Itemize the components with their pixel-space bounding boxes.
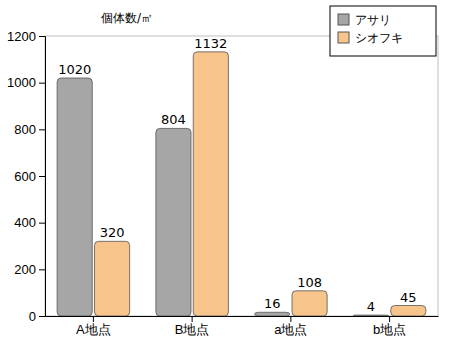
y-tick-mark	[39, 223, 45, 224]
y-tick-mark	[39, 269, 45, 270]
y-tick: 400	[14, 215, 45, 230]
data-label: 4	[367, 299, 375, 314]
bar	[156, 128, 191, 316]
data-label: 1132	[194, 36, 227, 51]
y-tick: 800	[14, 122, 45, 137]
y-tick-label: 800	[14, 122, 36, 137]
bar	[391, 306, 426, 317]
x-tick-label: b地点	[373, 322, 406, 337]
data-label: 320	[100, 225, 125, 240]
bar	[255, 312, 290, 316]
y-tick-label: 1200	[7, 29, 36, 44]
plot: 0 200 400 600 800 1000 1200 A地点 B地点 a地点 b地点 1020 804…	[7, 11, 438, 337]
bar	[95, 241, 130, 316]
data-label: 45	[400, 290, 417, 305]
x-tick-mark	[93, 316, 94, 322]
chart: 0 200 400 600 800 1000 1200 A地点 B地点 a地点 b地点 1020 804…	[0, 0, 450, 351]
legend-label: アサリ	[355, 13, 391, 27]
y-tick-mark	[39, 129, 45, 130]
x-tick-mark	[389, 316, 390, 322]
y-tick-mark	[39, 83, 45, 84]
x-tick: a地点	[274, 316, 307, 337]
x-tick: A地点	[76, 316, 111, 337]
x-axis: A地点 B地点 a地点 b地点	[46, 316, 439, 337]
legend: アサリシオフキ	[330, 6, 436, 56]
data-label: 804	[161, 112, 186, 127]
y-tick: 1000	[7, 75, 45, 90]
y-tick-label: 200	[14, 262, 36, 277]
x-tick-label: B地点	[175, 322, 210, 337]
x-axis-line	[46, 316, 439, 317]
y-tick-label: 400	[14, 215, 36, 230]
legend-swatch	[338, 32, 349, 43]
y-tick: 600	[14, 169, 45, 184]
x-tick-mark	[192, 316, 193, 322]
y-tick-label: 1000	[7, 75, 36, 90]
legend-label: シオフキ	[355, 31, 403, 45]
x-tick-label: A地点	[76, 322, 111, 337]
y-tick-mark	[39, 176, 45, 177]
y-tick-label: 600	[14, 169, 36, 184]
y-tick: 0	[29, 309, 45, 324]
x-tick: B地点	[175, 316, 210, 337]
data-label: 108	[297, 275, 322, 290]
y-tick-label: 0	[29, 309, 36, 324]
x-tick: b地点	[373, 316, 406, 337]
y-axis: 0 200 400 600 800 1000 1200	[7, 29, 45, 324]
x-tick-mark	[290, 316, 291, 322]
y-tick: 1200	[7, 29, 45, 44]
legend-item: シオフキ	[338, 31, 403, 45]
series	[95, 52, 426, 316]
y-tick-mark	[39, 36, 45, 37]
x-tick-label: a地点	[274, 322, 307, 337]
bar	[353, 315, 388, 316]
y-tick: 200	[14, 262, 45, 277]
y-axis-line	[39, 37, 46, 317]
data-labels: 1020 804 16 4 320 1132 108 45	[58, 36, 416, 314]
bar	[292, 291, 327, 316]
bars	[57, 52, 426, 316]
bar	[57, 78, 92, 316]
data-label: 16	[264, 296, 281, 311]
legend-swatch	[338, 14, 349, 25]
plot-area	[45, 36, 438, 316]
legend-box	[330, 6, 436, 56]
bar	[193, 52, 228, 316]
y-label: 個体数/㎡	[101, 11, 153, 25]
data-label: 1020	[58, 62, 91, 77]
legend-item: アサリ	[338, 13, 391, 27]
y-tick-mark	[39, 316, 45, 317]
